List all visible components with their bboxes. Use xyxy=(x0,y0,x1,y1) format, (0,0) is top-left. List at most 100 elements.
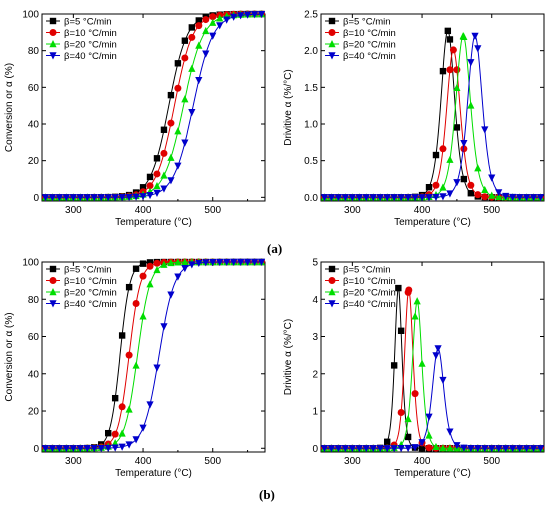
data-point xyxy=(90,194,98,202)
legend-marker xyxy=(328,265,336,273)
data-point xyxy=(446,190,454,198)
data-point xyxy=(446,155,454,163)
y-tick-label: 60 xyxy=(28,332,40,343)
peak-point xyxy=(413,297,421,305)
data-point xyxy=(111,444,119,452)
data-point xyxy=(467,101,475,109)
data-point xyxy=(118,443,126,451)
data-point xyxy=(509,445,517,453)
data-point xyxy=(160,260,168,268)
data-point xyxy=(153,265,161,274)
y-axis-label: Conversion or α (%) xyxy=(4,312,15,401)
data-point xyxy=(125,283,133,291)
y-tick-label: 0 xyxy=(33,193,39,204)
data-point xyxy=(495,189,503,197)
data-point xyxy=(439,183,447,191)
data-point xyxy=(62,194,70,202)
data-point xyxy=(502,192,510,201)
plot-frame xyxy=(320,13,545,202)
data-point xyxy=(132,299,140,307)
legend-label: β=40 °C/min xyxy=(343,51,396,62)
x-tick-label: 300 xyxy=(65,205,82,216)
y-tick-label: 1.5 xyxy=(304,83,318,94)
data-point xyxy=(202,50,210,58)
data-point xyxy=(404,414,412,423)
y-axis-label: Conversion or α (%) xyxy=(4,63,15,152)
data-point xyxy=(467,190,475,197)
y-axis-label: Drivitive α (%/°C) xyxy=(283,319,294,395)
y-tick-label: 80 xyxy=(28,46,40,57)
data-point xyxy=(188,261,196,269)
data-point xyxy=(216,14,224,22)
data-point xyxy=(250,11,259,19)
legend-marker xyxy=(328,29,336,36)
legend-marker xyxy=(328,17,336,25)
peak-point xyxy=(449,46,457,54)
series-2 xyxy=(320,286,545,452)
data-point xyxy=(327,194,336,202)
series-line xyxy=(322,287,543,449)
plot-frame xyxy=(41,13,266,202)
data-point xyxy=(125,405,133,413)
x-tick-label: 500 xyxy=(204,205,221,216)
data-point xyxy=(139,193,147,201)
data-point xyxy=(488,191,496,199)
data-point xyxy=(167,177,175,185)
data-point xyxy=(446,444,454,452)
data-point xyxy=(174,273,182,281)
data-point xyxy=(202,16,210,24)
data-point xyxy=(495,192,503,201)
data-point xyxy=(453,83,461,92)
data-point xyxy=(320,445,329,453)
data-point xyxy=(536,445,545,453)
data-point xyxy=(76,194,84,202)
data-point xyxy=(474,164,482,172)
data-point xyxy=(181,265,189,273)
data-point xyxy=(105,429,112,437)
data-point xyxy=(397,194,405,202)
data-point xyxy=(453,442,461,450)
data-point xyxy=(237,12,245,20)
x-axis-label: Temperature (°C) xyxy=(394,468,471,479)
data-point xyxy=(174,84,182,92)
data-point xyxy=(390,362,398,369)
data-point xyxy=(488,174,496,182)
data-point xyxy=(334,445,343,453)
plot-frame xyxy=(320,261,545,453)
data-point xyxy=(509,193,517,202)
data-point xyxy=(223,16,231,24)
y-tick-label: 3 xyxy=(312,332,318,343)
data-point xyxy=(460,145,468,153)
data-point xyxy=(474,45,482,53)
legend-label: β=10 °C/min xyxy=(343,276,396,287)
data-point xyxy=(188,109,196,117)
data-point xyxy=(153,155,161,162)
legend-label: β=5 °C/min xyxy=(343,17,391,28)
legend-marker xyxy=(328,277,336,284)
x-tick-label: 500 xyxy=(483,456,500,467)
data-point xyxy=(376,194,384,202)
x-axis-label: Temperature (°C) xyxy=(394,217,471,228)
data-point xyxy=(355,445,363,453)
legend-marker xyxy=(328,40,336,48)
data-point xyxy=(48,194,57,202)
data-point xyxy=(41,194,50,202)
data-point xyxy=(432,151,440,159)
data-point xyxy=(439,444,447,452)
data-point xyxy=(529,445,538,453)
series-line xyxy=(322,299,543,449)
series-4 xyxy=(320,32,545,202)
chart-a-derivative: 300 400 500 0.0 0.5 1.0 1.5 2.0 2.5 Temperature (… xyxy=(283,10,545,228)
data-point xyxy=(146,173,154,181)
data-point xyxy=(446,428,454,436)
data-point xyxy=(111,430,119,438)
data-point xyxy=(432,193,440,202)
data-point xyxy=(153,181,161,190)
data-point xyxy=(362,194,370,202)
data-point xyxy=(355,194,363,202)
legend-marker xyxy=(328,52,336,60)
legend-marker xyxy=(49,52,57,60)
